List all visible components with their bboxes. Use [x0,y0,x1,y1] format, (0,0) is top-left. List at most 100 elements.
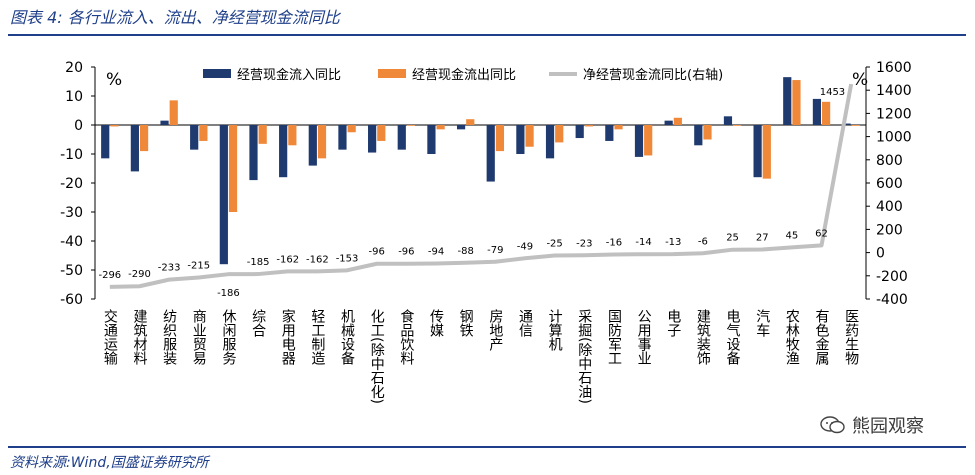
right-axis-tick-label: -400 [876,292,908,308]
net-flow-data-label: -49 [517,241,533,252]
net-flow-data-label: 27 [756,232,769,243]
title-rule [8,34,966,36]
left-axis-tick-label: 0 [74,118,83,134]
wechat-icon [820,416,845,434]
right-axis-tick-label: 1600 [876,60,912,76]
legend-label: 净经营现金流同比(右轴) [583,67,723,83]
bar-inflow [279,125,288,178]
bar-inflow [219,125,228,265]
bar-outflow [673,117,682,125]
right-axis-unit: % [852,70,868,90]
left-axis-unit: % [106,70,122,90]
bar-inflow [190,125,199,150]
bar-outflow [139,125,149,152]
left-axis-tick-label: -40 [60,234,83,250]
net-flow-data-label: -13 [665,237,681,248]
net-flow-data-label: -79 [487,245,503,256]
net-flow-data-label: -25 [546,239,562,250]
bar-outflow [733,125,742,126]
net-flow-data-label: -233 [158,263,181,274]
net-flow-line [109,83,854,289]
net-flow-data-label: 45 [785,230,798,241]
bar-outflow [851,125,860,126]
bar-inflow [338,125,347,150]
bar-inflow [130,125,139,172]
bar-outflow [703,125,712,140]
bar-outflow [347,125,356,133]
right-axis-tick-label: 800 [876,153,903,169]
net-flow-data-label: -96 [369,247,385,258]
watermark-text: 熊园观察 [852,416,924,437]
bar-outflow [199,125,208,141]
bar-inflow [308,125,317,166]
bar-inflow [456,125,466,130]
bar-inflow [723,116,733,125]
bar-inflow [516,125,525,154]
category-label: 国防军工 [606,309,622,365]
category-label: 农林牧渔 [784,309,800,365]
bar-inflow [101,125,110,159]
category-label: 电气设备 [725,309,741,365]
bar-inflow [160,120,169,125]
bar-inflow [783,77,792,125]
right-axis-tick-label: -200 [876,269,908,285]
legend-swatch [203,69,231,78]
net-flow-data-label: -88 [458,246,474,257]
bar-outflow [466,119,475,125]
net-flow-data-label: -185 [247,257,270,268]
category-label: 建筑材料 [131,309,147,365]
bar-outflow [169,100,178,125]
right-axis-tick-label: 1200 [876,106,912,122]
category-label: 汽车 [754,309,770,337]
bar-outflow [584,125,593,127]
category-label: 有色金属 [814,309,830,365]
category-label: 化工(除中石化) [369,309,385,404]
bar-inflow [486,125,495,182]
bar-inflow [664,120,673,125]
net-flow-data-label: 25 [726,233,739,244]
bar-outflow [258,125,267,144]
bar-outflow [110,125,119,127]
watermark: 熊园观察 [820,412,924,438]
category-label: 采掘(除中石油) [576,309,592,404]
legend-label: 经营现金流出同比 [412,67,516,83]
bar-outflow [644,125,653,156]
net-flow-data-label: -94 [428,247,444,258]
net-flow-data-label: -186 [217,288,240,299]
category-label: 休闲服务 [220,309,236,365]
right-axis-tick-label: 0 [876,246,885,262]
net-flow-data-label: -290 [128,269,151,280]
category-label: 交通运输 [102,308,118,365]
left-axis-tick-label: -50 [60,263,83,279]
net-flow-data-label: -162 [276,254,299,265]
category-label: 商业贸易 [191,309,207,365]
bar-inflow [842,123,851,125]
left-axis-tick-label: -60 [60,292,83,308]
right-axis-tick-label: 200 [876,222,903,238]
bar-outflow [228,125,238,212]
net-flow-data-label: 62 [815,228,828,239]
category-label: 通信 [517,309,533,337]
bar-inflow [575,125,584,139]
bar-inflow [753,125,762,178]
left-axis-tick-label: 20 [65,60,83,76]
figure-title: 图表 4: 各行业流入、流出、净经营现金流同比 [10,8,340,27]
bar-inflow [694,125,703,146]
category-label: 食品饮料 [398,308,414,365]
bar-outflow [377,125,386,141]
net-flow-data-label: -16 [606,237,622,248]
bar-outflow [436,125,445,130]
bar-outflow [406,125,416,126]
right-axis-tick-label: 600 [876,176,903,192]
net-flow-data-label: 1453 [820,87,845,98]
category-label: 机械设备 [339,309,355,365]
bar-outflow [317,125,327,159]
bar-inflow [249,125,258,181]
category-label: 建筑装饰 [695,309,711,365]
net-flow-data-label: -153 [336,253,359,264]
category-label: 纺织服装 [161,309,177,365]
category-label: 医药生物 [843,309,859,366]
bar-outflow [495,125,505,152]
category-label: 计算机 [547,309,563,352]
